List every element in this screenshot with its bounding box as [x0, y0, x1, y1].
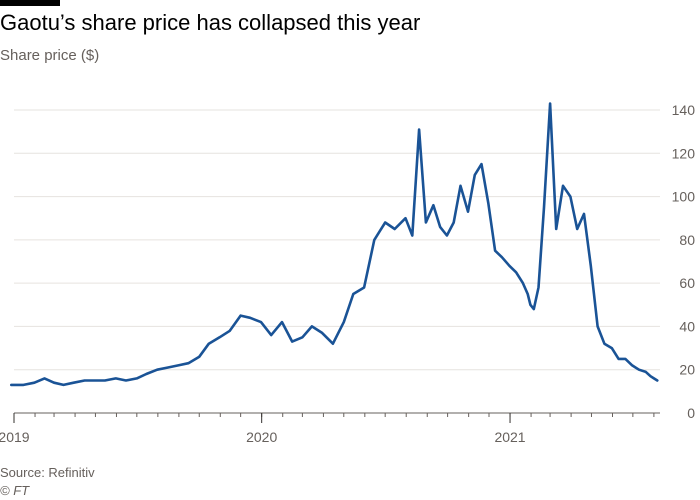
y-tick-label: 40: [679, 318, 695, 334]
x-tick-label: 2020: [246, 429, 277, 445]
chart-subtitle: Share price ($): [0, 47, 100, 64]
source-note: Source: Refinitiv: [0, 465, 95, 480]
x-axis: 2019 2020 2021: [0, 413, 655, 445]
x-tick-label: 2019: [0, 429, 30, 445]
y-axis: 0 20 40 60 80 100 120 140: [672, 102, 696, 421]
y-tick-label: 80: [679, 232, 695, 248]
y-tick-label: 120: [672, 145, 696, 161]
y-tick-label: 140: [672, 102, 696, 118]
x-tick-label: 2021: [494, 429, 525, 445]
y-tick-label: 60: [679, 275, 695, 291]
series-layer: [10, 102, 659, 387]
share-price-line: [10, 102, 659, 387]
gridlines: [14, 109, 660, 414]
chart-svg: 2019 2020 2021 0 20 40 60 80 100 120 140: [0, 102, 696, 445]
ft-top-bar: [0, 0, 60, 6]
credit-note: © FT: [0, 483, 30, 498]
y-tick-label: 0: [687, 405, 695, 421]
chart-title: Gaotu’s share price has collapsed this y…: [0, 10, 421, 35]
y-tick-label: 20: [679, 362, 695, 378]
y-tick-label: 100: [672, 189, 696, 205]
